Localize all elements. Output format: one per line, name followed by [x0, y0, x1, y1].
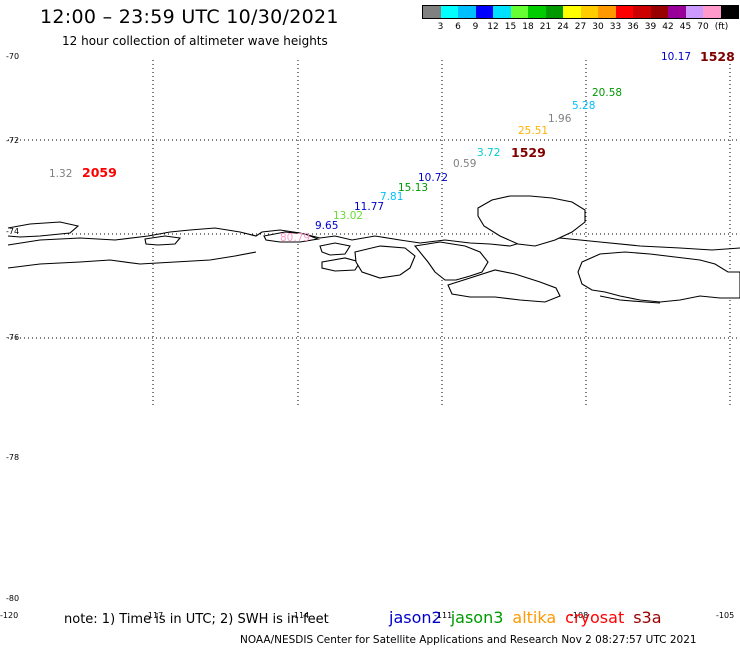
legend-label: 3 [437, 22, 444, 32]
pass-time-labels: 1528 1529 2059 [82, 49, 735, 180]
legend-label: 30 [592, 22, 604, 32]
lat-label: -70 [6, 52, 19, 61]
lon-label: -105 [716, 611, 734, 620]
wave-height-label: 1.96 [548, 113, 572, 125]
wave-height-label: 11.77 [354, 201, 384, 213]
legend-swatch [475, 6, 493, 18]
legend-swatch [458, 6, 476, 18]
wave-height-label: 1.32 [49, 168, 72, 180]
legend-swatch [510, 6, 528, 18]
legend-label: 6 [455, 22, 461, 32]
lon-label: -108 [570, 611, 588, 620]
latitude-labels: -70 -72 -74 -76 -78 -80 [6, 52, 19, 603]
legend-label: 21 [539, 22, 552, 32]
wave-height-label: 0.59 [453, 158, 476, 170]
legend-swatch [528, 6, 546, 18]
wave-height-label: 15.13 [398, 182, 428, 194]
graticule [8, 60, 740, 406]
satellite-name: jason2 [389, 608, 442, 627]
legend-swatch [563, 6, 581, 18]
legend-swatch [650, 6, 668, 18]
satellite-name: altika [512, 608, 557, 627]
legend-swatch [423, 6, 441, 18]
legend-label: 24 [557, 22, 569, 32]
legend-swatch [545, 6, 563, 18]
lat-label: -74 [6, 227, 19, 236]
wave-height-label: 25.51 [518, 125, 548, 137]
legend-swatch [493, 6, 511, 18]
pass-time-label: 1528 [700, 49, 735, 64]
lat-label: -80 [6, 594, 19, 603]
legend-label: 12 [487, 22, 499, 32]
pass-time-label: 2059 [82, 165, 117, 180]
lat-label: -76 [6, 333, 19, 342]
satellite-legend: jason2 jason3 altika cryosat s3a [389, 608, 671, 627]
lon-label: -120 [0, 611, 18, 620]
wave-height-label: 80.79 [280, 232, 310, 244]
wave-height-label: 3.72 [477, 147, 500, 159]
longitude-labels: -120 -117 -114 -111 -108 -105 [0, 611, 734, 620]
legend-swatch [598, 6, 616, 18]
wave-height-labels: 10.17 20.58 5.28 1.96 25.51 3.72 0.59 10… [49, 51, 691, 244]
legend-label: 45 [679, 22, 692, 32]
legend-label: 18 [522, 22, 534, 32]
legend-label: 9 [472, 22, 479, 32]
legend-label: 27 [574, 22, 587, 32]
credit-line: NOAA/NESDIS Center for Satellite Applica… [240, 634, 697, 646]
lon-label: -117 [145, 611, 163, 620]
legend-label: 15 [504, 22, 517, 32]
wave-height-label: 7.81 [380, 191, 403, 203]
wave-height-label: 5.28 [572, 100, 595, 112]
wave-height-label: 13.02 [333, 210, 363, 222]
wave-height-label: 10.17 [661, 51, 691, 63]
legend-label: 42 [662, 22, 674, 32]
lat-label: -78 [6, 453, 19, 462]
legend-swatch [615, 6, 633, 18]
legend-label: 39 [644, 22, 657, 32]
lon-label: -114 [291, 611, 309, 620]
satellite-name: s3a [633, 608, 662, 627]
color-scale-labels: 3 6 9 12 15 18 21 24 27 30 33 36 39 42 45 70 (ft) [422, 22, 740, 34]
legend-label: 70 [697, 22, 709, 32]
map-title: 12:00 – 23:59 UTC 10/30/2021 [40, 6, 339, 28]
legend-swatch [685, 6, 703, 18]
legend-swatch [580, 6, 598, 18]
legend-label: 33 [609, 22, 622, 32]
map-subtitle: 12 hour collection of altimeter wave hei… [62, 34, 328, 48]
legend-swatch [703, 6, 721, 18]
legend-swatch [440, 6, 458, 18]
lat-label: -72 [6, 136, 19, 145]
wave-height-label: 20.58 [592, 87, 622, 99]
units-note: note: 1) Time is in UTC; 2) SWH is in fe… [64, 612, 329, 627]
legend-unit: (ft) [714, 22, 729, 32]
legend-swatch [668, 6, 686, 18]
lon-label: -111 [434, 611, 452, 620]
coastline [7, 195, 740, 304]
satellite-name: cryosat [565, 608, 625, 627]
legend-label: 36 [627, 22, 639, 32]
wave-height-label: 9.65 [315, 220, 338, 232]
legend-swatch [720, 6, 738, 18]
satellite-name: jason3 [450, 608, 504, 627]
color-scale-legend [422, 5, 739, 19]
pass-time-label: 1529 [511, 145, 546, 160]
legend-swatch [633, 6, 651, 18]
wave-height-label: 10.72 [418, 172, 448, 184]
